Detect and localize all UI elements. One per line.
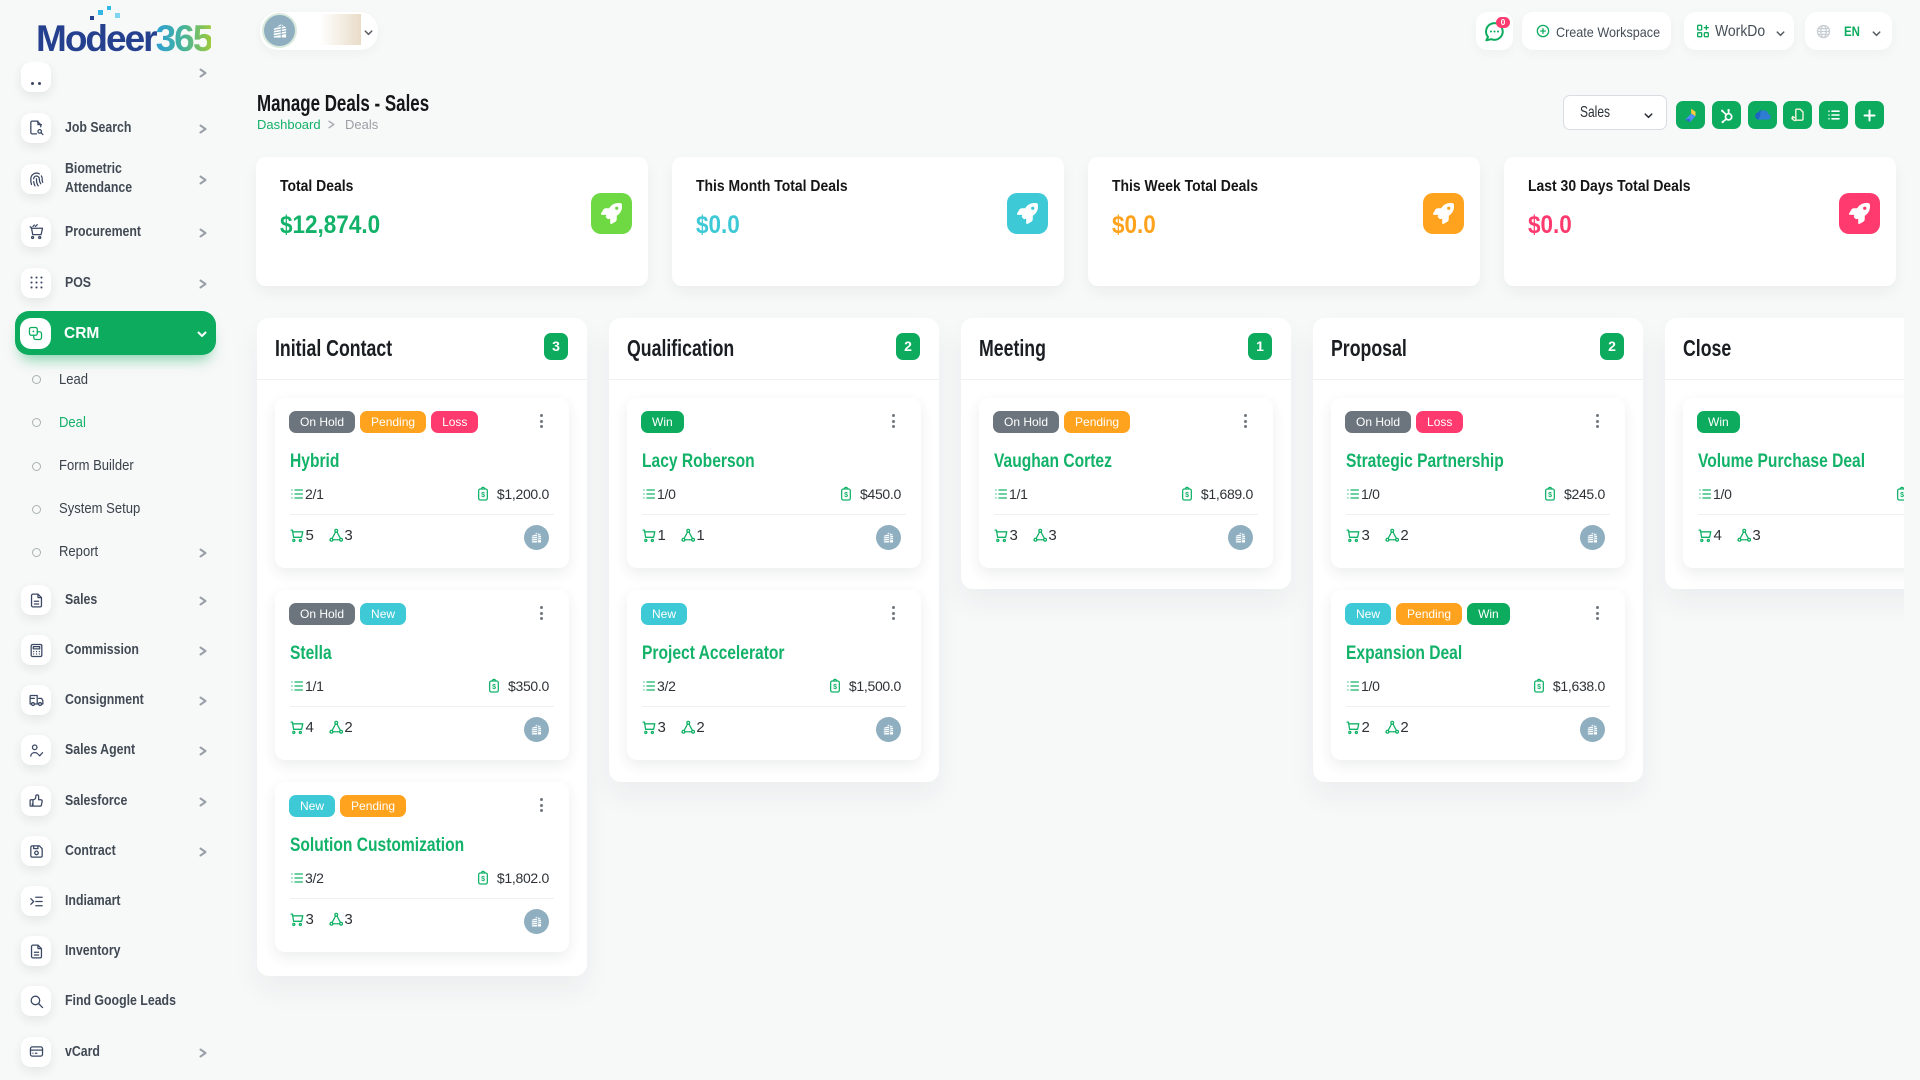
- svg-text:$: $: [833, 684, 837, 691]
- svg-text:$: $: [1537, 684, 1541, 691]
- svg-text:$: $: [1900, 492, 1904, 499]
- svg-text:$: $: [1185, 492, 1189, 499]
- svg-text:$: $: [844, 492, 848, 499]
- svg-text:$: $: [481, 876, 485, 883]
- svg-text:$: $: [492, 684, 496, 691]
- svg-text:$: $: [481, 492, 485, 499]
- svg-text:$: $: [1548, 492, 1552, 499]
